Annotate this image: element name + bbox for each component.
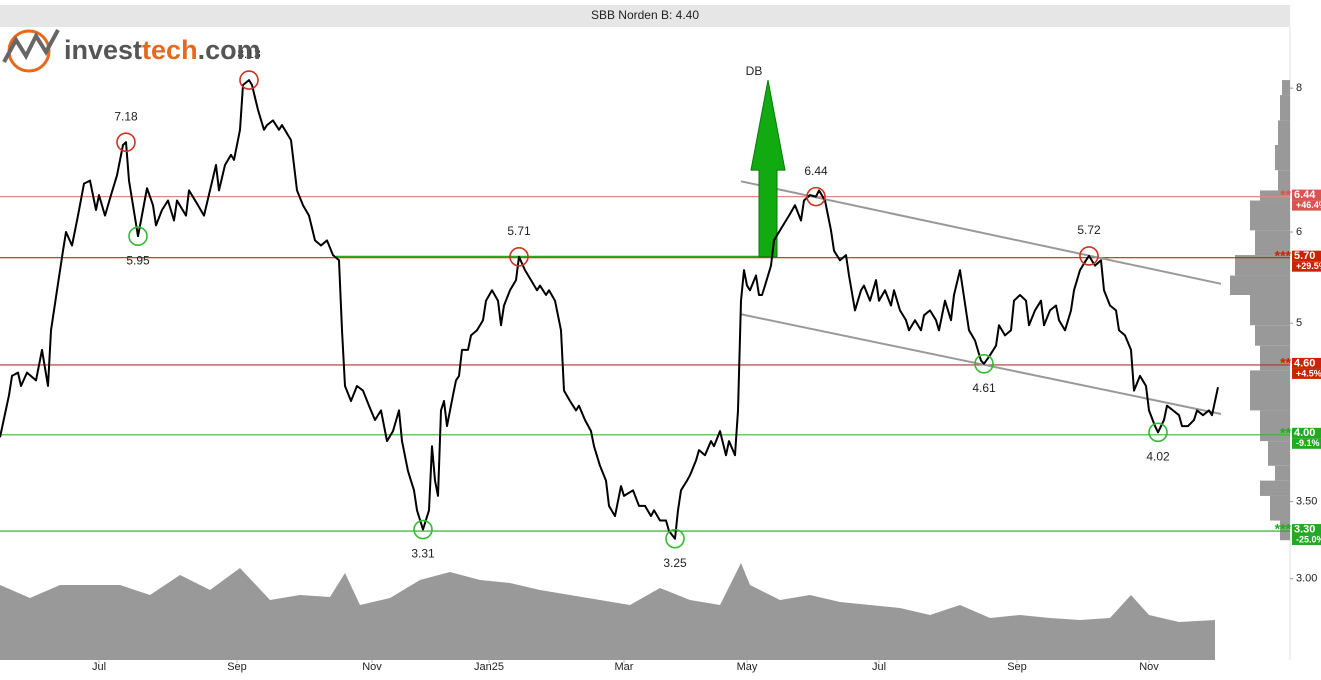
trend-line [740,313,1222,415]
title-bar [0,5,1290,27]
top-label: 5.71 [507,224,531,238]
plot: 8 6 5 3.50 3.00 Jul Sep Nov Jan25 Mar May Jul Sep Nov… [0,47,1321,673]
level-change-box [1292,261,1321,272]
level-stars: ** [1280,425,1291,441]
profile-bar [1260,190,1290,201]
profile-bar [1250,370,1290,411]
chart-title: SBB Norden B: 4.40 [591,8,699,22]
level-value: 4.00 [1294,427,1315,439]
y-tick-label: 8 [1296,82,1302,94]
level-value: 3.30 [1294,523,1315,535]
profile-bar [1275,465,1290,481]
profile-bar [1280,95,1290,121]
top-label: 8.13 [237,47,261,61]
signal-label: DB [746,64,763,78]
profile-bar [1278,120,1290,146]
profile-bar [1230,275,1290,296]
profile-bar [1260,410,1290,442]
bottom-label: 5.95 [126,253,150,267]
x-tick-label: Jan25 [474,661,504,673]
x-tick-label: Jul [872,661,886,673]
trend-line [740,180,1222,285]
bottom-marker [413,519,433,540]
level-change-box [1292,200,1321,211]
profile-bar [1250,295,1290,326]
level-value: 6.44 [1294,189,1316,201]
logo-text: investtech.com [64,35,261,65]
volume-area [0,563,1215,660]
top-marker [116,132,136,153]
signal-arrow [750,79,786,258]
x-tick-label: Nov [1139,661,1159,673]
level-value-box [1292,250,1321,262]
top-label: 7.18 [114,109,138,123]
y-tick-label: 3.50 [1296,496,1317,508]
y-tick-label: 5 [1296,317,1302,329]
level-change: +29.5% [1296,261,1321,271]
level-stars: *** [1275,247,1292,263]
level-change: +46.4% [1296,200,1321,210]
y-tick-label: 3.00 [1296,573,1317,585]
profile-bar [1270,495,1290,521]
level-change-box [1292,535,1321,546]
logo-part: invest [64,35,142,65]
level-value-box [1292,357,1321,369]
level-stars: ** [1280,186,1291,202]
top-label: 6.44 [804,164,828,178]
top-marker [806,186,826,207]
logo: investtech.com [2,29,261,73]
top-marker [1079,246,1099,266]
bottom-label: 3.31 [411,547,435,561]
x-tick-label: May [737,661,758,673]
logo-part: tech [142,35,198,65]
level-change-box [1292,368,1321,379]
level-change-box [1292,438,1321,449]
profile-bar [1235,255,1290,276]
level-change: +4.5% [1296,368,1321,378]
x-tick-label: Mar [615,661,634,673]
bottom-label: 4.02 [1146,449,1170,463]
bottom-marker [1148,422,1168,443]
y-tick-label: 6 [1296,226,1302,238]
level-value-box [1292,524,1321,536]
profile-bar [1282,80,1290,96]
profile-bar [1260,480,1290,496]
top-label: 5.72 [1077,223,1101,237]
level-value: 4.60 [1294,357,1315,369]
level-change: -25.0% [1296,534,1321,544]
bottom-marker [974,354,994,374]
logo-zigzag [2,29,60,63]
bottom-label: 3.25 [663,556,687,570]
price-line [0,79,1219,540]
profile-bar [1280,520,1290,541]
top-marker [239,70,259,90]
bottom-marker [665,528,685,549]
x-tick-label: Sep [227,661,247,673]
profile-bar [1260,345,1290,371]
profile-bar [1275,145,1290,171]
level-change: -9.1% [1296,438,1320,448]
level-value: 5.70 [1294,250,1315,262]
logo-part: .com [198,35,261,65]
level-stars: ** [1280,355,1291,371]
level-stars: *** [1275,521,1292,537]
profile-bar [1268,441,1290,466]
profile-bar [1255,230,1290,256]
profile-bar [1250,200,1290,231]
level-value-box [1292,427,1321,439]
x-tick-label: Nov [362,661,382,673]
bottom-label: 4.61 [972,381,996,395]
x-tick-label: Jul [92,661,106,673]
level-value-box [1292,189,1321,201]
bottom-marker [128,226,148,247]
profile-bar [1255,325,1290,346]
top-marker [509,246,529,267]
profile-bar [1278,170,1290,191]
x-tick-label: Sep [1007,661,1027,673]
